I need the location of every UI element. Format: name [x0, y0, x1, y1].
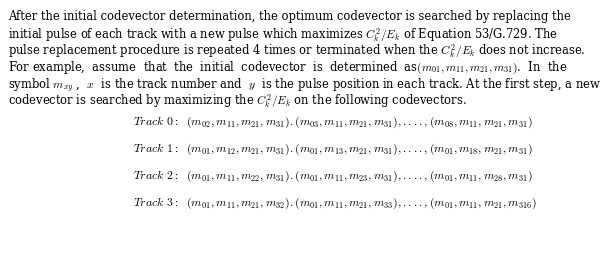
Text: initial pulse of each track with a new pulse which maximizes $C_k^2/E_k$ of Equa: initial pulse of each track with a new p…	[8, 27, 558, 45]
Text: symbol $m_{xy}$ ,  $x$  is the track number and  $y$  is the pulse position in e: symbol $m_{xy}$ , $x$ is the track numbe…	[8, 76, 601, 94]
Text: $\mathit{Track\ 1}\mathit{:}\ \ (m_{01},m_{12},m_{21},m_{31}).(m_{01},m_{13},m_{: $\mathit{Track\ 1}\mathit{:}\ \ (m_{01},…	[133, 142, 532, 157]
Text: $\mathit{Track\ 0}\mathit{:}\ \ (m_{02},m_{11},m_{21},m_{31}).(m_{03},m_{11},m_{: $\mathit{Track\ 0}\mathit{:}\ \ (m_{02},…	[133, 115, 532, 130]
Text: For example,  assume  that  the  initial  codevector  is  determined  as$(m_{01}: For example, assume that the initial cod…	[8, 60, 567, 76]
Text: $\mathit{Track\ 2}\mathit{:}\ \ (m_{01},m_{11},m_{22},m_{31}).(m_{01},m_{11},m_{: $\mathit{Track\ 2}\mathit{:}\ \ (m_{01},…	[133, 169, 532, 184]
Text: After the initial codevector determination, the optimum codevector is searched b: After the initial codevector determinati…	[8, 10, 570, 23]
Text: $\mathit{Track\ 3}\mathit{:}\ \ (m_{01},m_{11},m_{21},m_{32}).(m_{01},m_{11},m_{: $\mathit{Track\ 3}\mathit{:}\ \ (m_{01},…	[133, 196, 537, 211]
Text: pulse replacement procedure is repeated 4 times or terminated when the $C_k^2/E_: pulse replacement procedure is repeated …	[8, 43, 586, 61]
Text: codevector is searched by maximizing the $C_k^2/E_k$ on the following codevector: codevector is searched by maximizing the…	[8, 92, 467, 111]
